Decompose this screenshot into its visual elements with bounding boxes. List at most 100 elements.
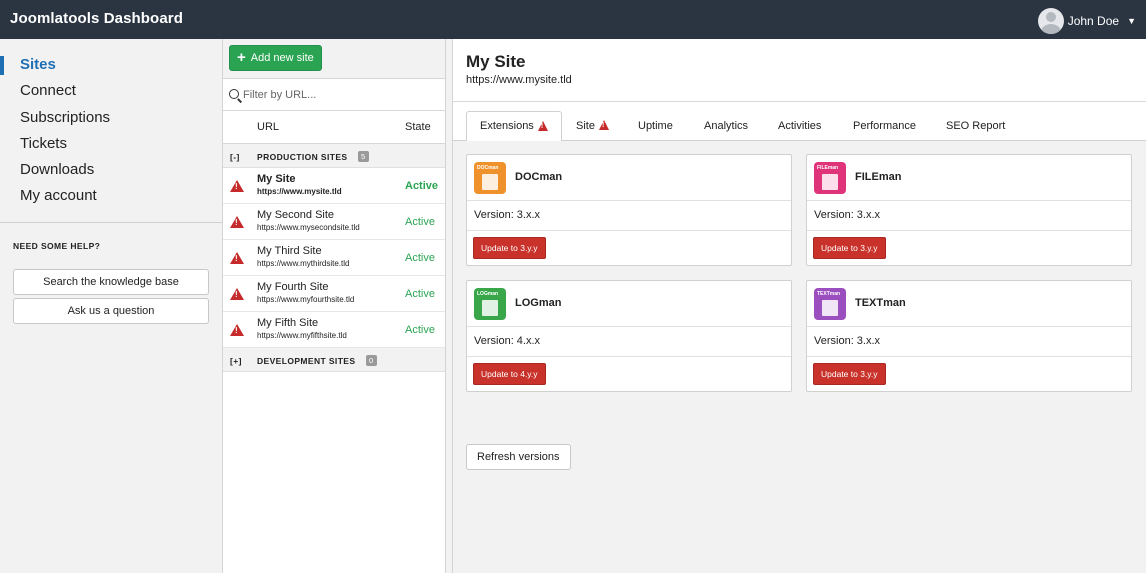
- tab-performance[interactable]: Performance: [840, 111, 929, 141]
- warning-icon: [598, 120, 609, 130]
- extension-card-logman: LOGman LOGman Version: 4.x.x Update to 4…: [466, 280, 792, 392]
- tab-site[interactable]: Site: [563, 111, 622, 141]
- site-url: https://www.mythirdsite.tld: [257, 259, 350, 268]
- development-expand-toggle[interactable]: [+]: [230, 356, 242, 366]
- site-url: https://www.mysecondsite.tld: [257, 223, 360, 232]
- folder-icon: [822, 174, 838, 190]
- tab-activities[interactable]: Activities: [765, 111, 834, 141]
- extension-name: LOGman: [515, 297, 562, 309]
- site-row[interactable]: My Fifth Site https://www.myfifthsite.tl…: [223, 312, 445, 348]
- production-sites-group: [-] PRODUCTION SITES 5: [223, 144, 445, 168]
- site-row[interactable]: My Fourth Site https://www.myfourthsite.…: [223, 276, 445, 312]
- extensions-tab-content: DOCman DOCman Version: 3.x.x Update to 3…: [453, 141, 1146, 573]
- site-url: https://www.myfourthsite.tld: [257, 295, 355, 304]
- textman-logo-icon: TEXTman: [814, 288, 846, 320]
- extension-card-header: LOGman LOGman: [467, 281, 791, 327]
- page-subtitle-url: https://www.mysite.tld: [466, 74, 572, 86]
- extension-version: Version: 3.x.x: [467, 201, 791, 231]
- site-row[interactable]: My Site https://www.mysite.tld Active: [223, 168, 445, 204]
- site-name: My Site: [257, 173, 296, 185]
- user-menu[interactable]: John Doe ▼: [1037, 8, 1136, 34]
- tab-uptime[interactable]: Uptime: [625, 111, 686, 141]
- tab-activities-label: Activities: [778, 119, 822, 132]
- sidebar-item-sites[interactable]: Sites: [0, 52, 222, 78]
- list-icon: [482, 300, 498, 316]
- logo-text: FILEman: [817, 165, 839, 171]
- tab-performance-label: Performance: [853, 119, 916, 132]
- site-name: My Third Site: [257, 245, 322, 257]
- warning-icon: [230, 252, 244, 264]
- update-button[interactable]: Update to 4.y.y: [473, 363, 546, 385]
- filter-bar: [223, 79, 445, 111]
- tab-uptime-label: Uptime: [638, 119, 673, 132]
- logo-text: LOGman: [477, 291, 499, 297]
- document-icon: [482, 174, 498, 190]
- sidebar-item-connect[interactable]: Connect: [20, 82, 76, 100]
- sidebar-divider: [0, 222, 222, 223]
- sidebar-item-subscriptions[interactable]: Subscriptions: [20, 108, 111, 126]
- site-detail-panel: My Site https://www.mysite.tld Extension…: [453, 39, 1146, 573]
- warning-icon: [230, 288, 244, 300]
- top-bar: Joomlatools Dashboard John Doe ▼: [0, 0, 1146, 39]
- sidebar-nav: Sites Connect Subscriptions Tickets Down…: [0, 39, 222, 210]
- site-url: https://www.myfifthsite.tld: [257, 331, 347, 340]
- extension-card-header: TEXTman TEXTman: [807, 281, 1131, 327]
- extension-name: DOCman: [515, 171, 563, 183]
- site-row[interactable]: My Second Site https://www.mysecondsite.…: [223, 204, 445, 240]
- refresh-versions-button[interactable]: Refresh versions: [466, 444, 571, 470]
- development-group-label: DEVELOPMENT SITES: [257, 356, 356, 366]
- tab-extensions-label: Extensions: [480, 120, 534, 132]
- filter-url-input[interactable]: [243, 83, 439, 107]
- site-state: Active: [405, 180, 439, 192]
- user-name: John Doe: [1067, 14, 1120, 28]
- sites-toolbar: + Add new site: [223, 39, 445, 79]
- site-state: Active: [405, 324, 435, 336]
- sidebar-item-my-account[interactable]: My account: [20, 187, 97, 205]
- sidebar-item-downloads[interactable]: Downloads: [20, 161, 95, 179]
- update-button[interactable]: Update to 3.y.y: [813, 237, 886, 259]
- fileman-logo-icon: FILEman: [814, 162, 846, 194]
- ask-question-button[interactable]: Ask us a question: [13, 298, 209, 324]
- sidebar: Sites Connect Subscriptions Tickets Down…: [0, 39, 223, 573]
- logo-text: TEXTman: [817, 291, 841, 297]
- tab-seo-report[interactable]: SEO Report: [933, 111, 1018, 141]
- site-row[interactable]: My Third Site https://www.mythirdsite.tl…: [223, 240, 445, 276]
- extension-card-fileman: FILEman FILEman Version: 3.x.x Update to…: [806, 154, 1132, 266]
- sidebar-item-tickets[interactable]: Tickets: [20, 134, 67, 152]
- warning-icon: [230, 180, 244, 192]
- production-collapse-toggle[interactable]: [-]: [230, 152, 240, 162]
- tab-analytics[interactable]: Analytics: [691, 111, 761, 141]
- update-button[interactable]: Update to 3.y.y: [473, 237, 546, 259]
- extension-name: TEXTman: [855, 297, 906, 309]
- extension-card-textman: TEXTman TEXTman Version: 3.x.x Update to…: [806, 280, 1132, 392]
- column-header-state: State: [405, 121, 431, 133]
- development-count-badge: 0: [366, 355, 377, 366]
- warning-icon: [230, 216, 244, 228]
- tab-extensions[interactable]: Extensions: [466, 111, 562, 142]
- site-url: https://www.mysite.tld: [257, 187, 342, 196]
- update-button[interactable]: Update to 3.y.y: [813, 363, 886, 385]
- caret-down-icon: ▼: [1127, 16, 1136, 26]
- site-state: Active: [405, 216, 435, 228]
- sites-panel: + Add new site URL State [-] PRODUCTION …: [223, 39, 446, 573]
- add-site-button[interactable]: + Add new site: [229, 45, 322, 71]
- search-knowledge-base-button[interactable]: Search the knowledge base: [13, 269, 209, 295]
- extension-card-header: DOCman DOCman: [467, 155, 791, 201]
- extension-version: Version: 4.x.x: [467, 327, 791, 357]
- avatar: [1037, 8, 1064, 34]
- development-sites-group: [+] DEVELOPMENT SITES 0: [223, 348, 445, 372]
- app-title: Joomlatools Dashboard: [10, 10, 183, 27]
- tab-site-label: Site: [576, 119, 595, 132]
- extension-version: Version: 3.x.x: [807, 327, 1131, 357]
- docman-logo-icon: DOCman: [474, 162, 506, 194]
- sites-table-header: URL State: [223, 111, 445, 144]
- pen-icon: [822, 300, 838, 316]
- tab-bar: Extensions Site Uptime Analytics Activit…: [453, 111, 1146, 142]
- warning-icon: [537, 120, 548, 131]
- column-header-url: URL: [257, 121, 280, 133]
- title-divider: [453, 101, 1146, 102]
- production-count-badge: 5: [358, 151, 369, 162]
- site-name: My Second Site: [257, 209, 335, 221]
- page-title: My Site: [466, 52, 526, 71]
- help-heading: NEED SOME HELP?: [13, 241, 101, 251]
